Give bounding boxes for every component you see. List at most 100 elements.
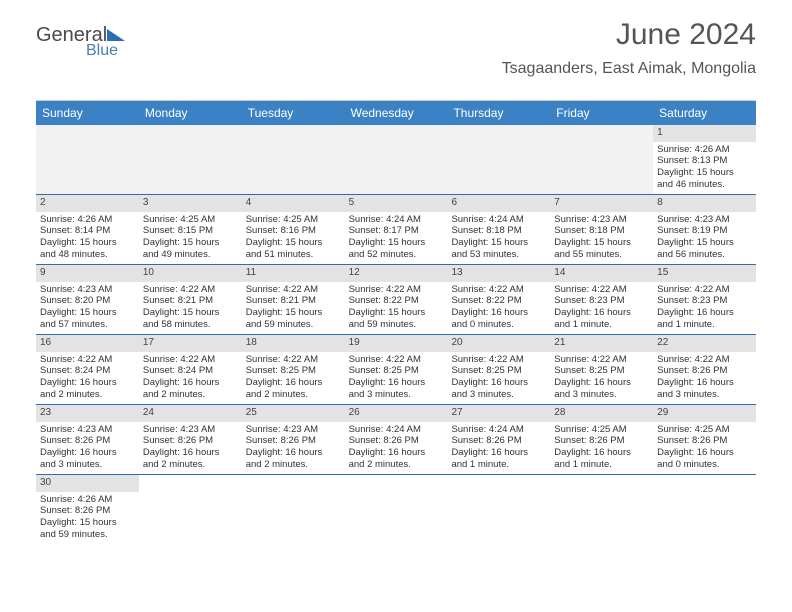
daylight-text-2: and 53 minutes. [451, 249, 546, 261]
day-header: Sunday [36, 101, 139, 125]
sunset-text: Sunset: 8:26 PM [657, 435, 752, 447]
daylight-text: Daylight: 15 hours [40, 237, 135, 249]
day-cell-empty [345, 475, 448, 544]
day-header: Tuesday [242, 101, 345, 125]
sunset-text: Sunset: 8:25 PM [451, 365, 546, 377]
location-text: Tsagaanders, East Aimak, Mongolia [502, 60, 756, 78]
sunset-text: Sunset: 8:21 PM [246, 295, 341, 307]
day-number: 13 [447, 265, 550, 282]
week-row: 9Sunrise: 4:23 AMSunset: 8:20 PMDaylight… [36, 265, 756, 335]
daylight-text: Daylight: 15 hours [246, 237, 341, 249]
daylight-text: Daylight: 16 hours [657, 307, 752, 319]
day-cell: 6Sunrise: 4:24 AMSunset: 8:18 PMDaylight… [447, 195, 550, 265]
day-number: 28 [550, 405, 653, 422]
day-cell: 14Sunrise: 4:22 AMSunset: 8:23 PMDayligh… [550, 265, 653, 335]
sunset-text: Sunset: 8:18 PM [554, 225, 649, 237]
daylight-text: Daylight: 16 hours [246, 377, 341, 389]
day-number: 5 [345, 195, 448, 212]
sunset-text: Sunset: 8:24 PM [143, 365, 238, 377]
sunrise-text: Sunrise: 4:26 AM [40, 494, 135, 506]
daylight-text: Daylight: 16 hours [143, 447, 238, 459]
sunset-text: Sunset: 8:26 PM [349, 435, 444, 447]
daylight-text: Daylight: 15 hours [451, 237, 546, 249]
sunrise-text: Sunrise: 4:23 AM [554, 214, 649, 226]
sunset-text: Sunset: 8:21 PM [143, 295, 238, 307]
sunset-text: Sunset: 8:19 PM [657, 225, 752, 237]
daylight-text-2: and 3 minutes. [554, 389, 649, 401]
day-header: Thursday [447, 101, 550, 125]
sunset-text: Sunset: 8:26 PM [451, 435, 546, 447]
daylight-text-2: and 59 minutes. [40, 529, 135, 541]
day-cell-empty [242, 475, 345, 544]
daylight-text: Daylight: 16 hours [349, 377, 444, 389]
daylight-text-2: and 58 minutes. [143, 319, 238, 331]
logo-triangle-icon [107, 29, 125, 41]
day-cell: 15Sunrise: 4:22 AMSunset: 8:23 PMDayligh… [653, 265, 756, 335]
sunset-text: Sunset: 8:26 PM [246, 435, 341, 447]
day-number: 27 [447, 405, 550, 422]
day-cell: 12Sunrise: 4:22 AMSunset: 8:22 PMDayligh… [345, 265, 448, 335]
day-cell: 16Sunrise: 4:22 AMSunset: 8:24 PMDayligh… [36, 335, 139, 405]
sunset-text: Sunset: 8:13 PM [657, 155, 752, 167]
day-cell-empty [653, 475, 756, 544]
sunset-text: Sunset: 8:25 PM [349, 365, 444, 377]
day-header: Monday [139, 101, 242, 125]
daylight-text: Daylight: 15 hours [349, 307, 444, 319]
daylight-text: Daylight: 15 hours [143, 237, 238, 249]
daylight-text-2: and 0 minutes. [657, 459, 752, 471]
day-cell: 23Sunrise: 4:23 AMSunset: 8:26 PMDayligh… [36, 405, 139, 475]
weeks-container: 1 Sunrise: 4:26 AM Sunset: 8:13 PM Daylight… [36, 125, 756, 544]
sunset-text: Sunset: 8:26 PM [40, 505, 135, 517]
day-cell: 30Sunrise: 4:26 AMSunset: 8:26 PMDayligh… [36, 475, 139, 544]
week-row: 30Sunrise: 4:26 AMSunset: 8:26 PMDayligh… [36, 475, 756, 544]
daylight-text-2: and 1 minute. [554, 459, 649, 471]
daylight-text-2: and 49 minutes. [143, 249, 238, 261]
day-number: 20 [447, 335, 550, 352]
day-cell: 17Sunrise: 4:22 AMSunset: 8:24 PMDayligh… [139, 335, 242, 405]
daylight-text-2: and 51 minutes. [246, 249, 341, 261]
day-cell: 21Sunrise: 4:22 AMSunset: 8:25 PMDayligh… [550, 335, 653, 405]
daylight-text: Daylight: 15 hours [349, 237, 444, 249]
sunrise-text: Sunrise: 4:23 AM [40, 424, 135, 436]
day-cell-empty [139, 475, 242, 544]
sunset-text: Sunset: 8:26 PM [40, 435, 135, 447]
sunrise-text: Sunrise: 4:23 AM [143, 424, 238, 436]
sunrise-text: Sunrise: 4:25 AM [246, 214, 341, 226]
daylight-text: Daylight: 16 hours [451, 377, 546, 389]
daylight-text: Daylight: 16 hours [349, 447, 444, 459]
day-number: 18 [242, 335, 345, 352]
daylight-text-2: and 3 minutes. [451, 389, 546, 401]
sunset-text: Sunset: 8:26 PM [143, 435, 238, 447]
daylight-text: Daylight: 15 hours [143, 307, 238, 319]
day-number: 1 [653, 125, 756, 142]
day-number: 23 [36, 405, 139, 422]
day-cell: 3Sunrise: 4:25 AMSunset: 8:15 PMDaylight… [139, 195, 242, 265]
daylight-text: Daylight: 16 hours [246, 447, 341, 459]
sunrise-text: Sunrise: 4:25 AM [143, 214, 238, 226]
sunrise-text: Sunrise: 4:24 AM [451, 424, 546, 436]
sunrise-text: Sunrise: 4:22 AM [143, 284, 238, 296]
sunset-text: Sunset: 8:25 PM [246, 365, 341, 377]
sunrise-text: Sunrise: 4:22 AM [349, 284, 444, 296]
day-number: 6 [447, 195, 550, 212]
sunrise-text: Sunrise: 4:25 AM [657, 424, 752, 436]
sunset-text: Sunset: 8:16 PM [246, 225, 341, 237]
day-number: 26 [345, 405, 448, 422]
week-row: 1Sunrise: 4:26 AMSunset: 8:13 PMDaylight… [36, 125, 756, 195]
sunrise-text: Sunrise: 4:24 AM [349, 214, 444, 226]
daylight-text: Daylight: 16 hours [657, 447, 752, 459]
daylight-text-2: and 3 minutes. [40, 459, 135, 471]
sunrise-text: Sunrise: 4:22 AM [143, 354, 238, 366]
month-title: June 2024 [502, 18, 756, 52]
day-cell: 25Sunrise: 4:23 AMSunset: 8:26 PMDayligh… [242, 405, 345, 475]
sunrise-text: Sunrise: 4:23 AM [40, 284, 135, 296]
daylight-text-2: and 2 minutes. [349, 459, 444, 471]
day-number: 17 [139, 335, 242, 352]
sunset-text: Sunset: 8:20 PM [40, 295, 135, 307]
day-cell-empty [447, 475, 550, 544]
daylight-text-2: and 3 minutes. [657, 389, 752, 401]
day-number: 16 [36, 335, 139, 352]
day-cell-empty [36, 125, 139, 195]
day-number: 22 [653, 335, 756, 352]
day-cell: 24Sunrise: 4:23 AMSunset: 8:26 PMDayligh… [139, 405, 242, 475]
